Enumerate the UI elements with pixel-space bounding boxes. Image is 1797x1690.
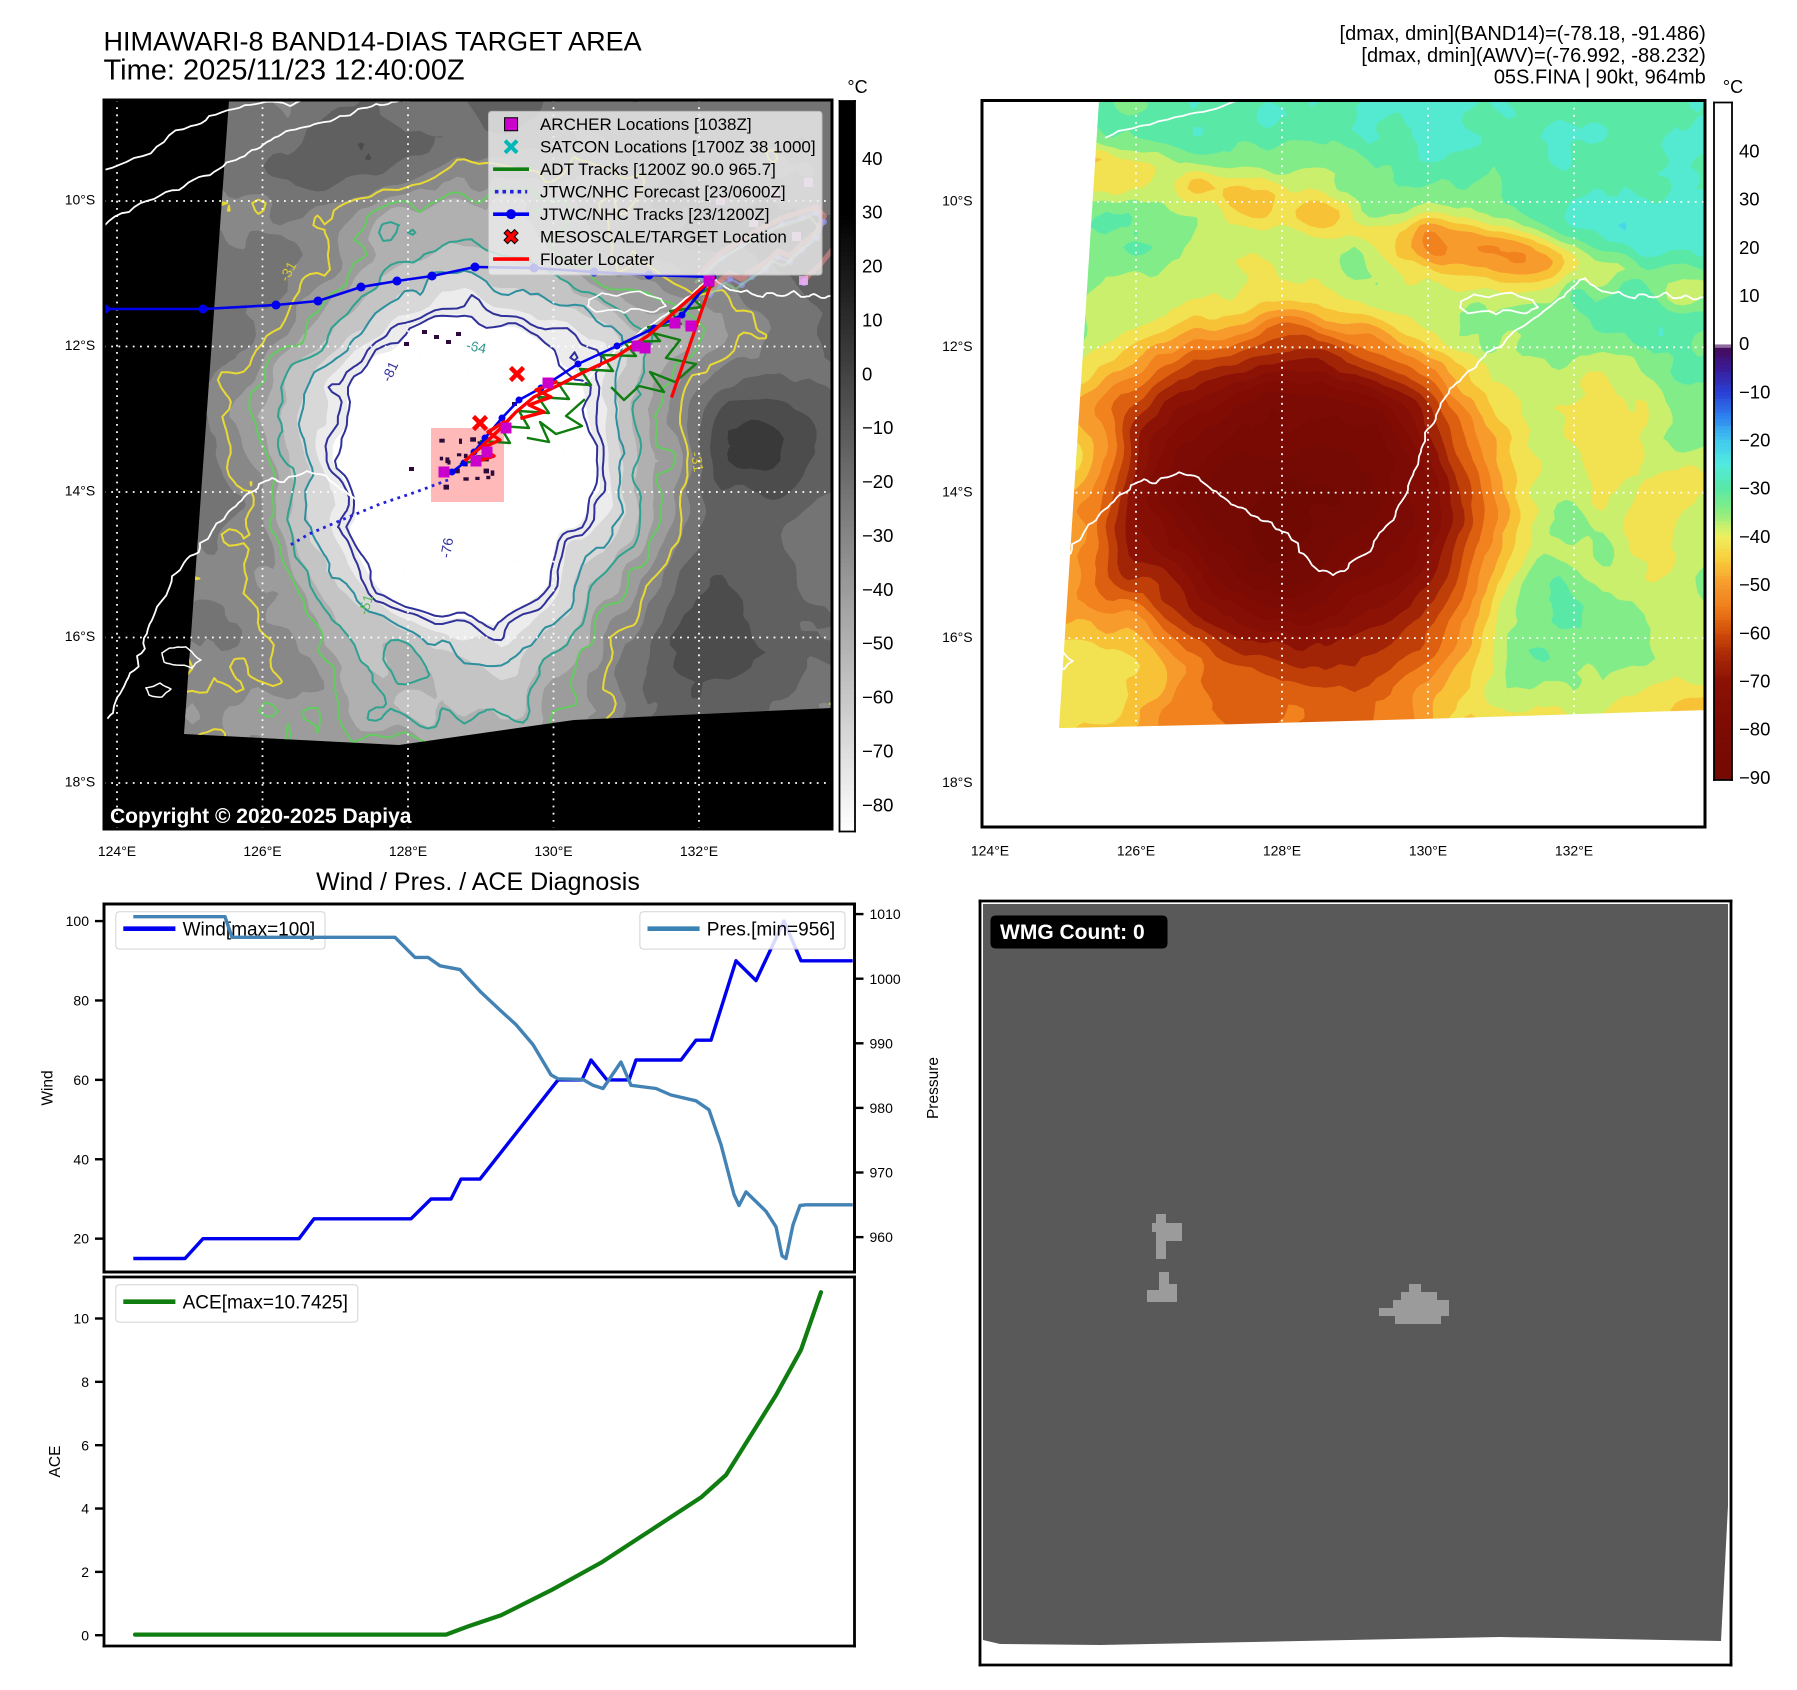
svg-text:14°S: 14°S [65,483,96,499]
svg-text:132°E: 132°E [680,843,718,859]
svg-text:80: 80 [73,993,89,1009]
svg-text:ACE: ACE [47,1446,64,1478]
svg-text:980: 980 [870,1100,894,1116]
svg-text:1010: 1010 [870,906,901,922]
svg-text:0: 0 [862,363,872,384]
svg-text:−60: −60 [862,687,893,708]
svg-text:ACE[max=10.7425]: ACE[max=10.7425] [183,1292,348,1313]
svg-text:-51: -51 [355,592,377,616]
svg-text:−30: −30 [1739,478,1770,499]
svg-text:20: 20 [73,1231,89,1247]
svg-text:128°E: 128°E [1263,843,1301,859]
svg-text:40: 40 [73,1151,89,1167]
svg-text:12°S: 12°S [65,337,96,353]
svg-text:12°S: 12°S [942,338,973,354]
svg-text:−50: −50 [862,633,893,654]
svg-text:[dmax, dmin](BAND14)=(-78.18,: [dmax, dmin](BAND14)=(-78.18, -91.486) [1340,23,1706,45]
svg-text:40: 40 [1739,140,1760,161]
svg-text:6: 6 [81,1437,89,1453]
svg-text:18°S: 18°S [65,774,96,790]
svg-text:990: 990 [870,1035,894,1051]
svg-text:−60: −60 [1739,622,1770,643]
svg-text:[dmax, dmin](AWV)=(-76.992, -8: [dmax, dmin](AWV)=(-76.992, -88.232) [1361,45,1705,67]
svg-text:1000: 1000 [870,971,901,987]
svg-text:JTWC/NHC Tracks [23/1200Z]: JTWC/NHC Tracks [23/1200Z] [540,205,770,224]
svg-text:8: 8 [81,1374,89,1390]
svg-text:Time: 2025/11/23 12:40:00Z: Time: 2025/11/23 12:40:00Z [104,55,465,87]
svg-text:°C: °C [847,77,867,97]
svg-text:−10: −10 [1739,381,1770,402]
svg-text:960: 960 [870,1229,894,1245]
svg-text:130°E: 130°E [1409,843,1447,859]
svg-text:Copyright © 2020-2025 Dapiya: Copyright © 2020-2025 Dapiya [110,805,412,828]
svg-text:−20: −20 [862,471,893,492]
svg-text:14°S: 14°S [942,483,973,499]
svg-text:WMG Count: 0: WMG Count: 0 [1000,921,1145,944]
svg-text:10: 10 [73,1311,89,1327]
svg-text:130°E: 130°E [534,843,572,859]
svg-text:2: 2 [81,1564,89,1580]
svg-text:10: 10 [1739,285,1760,306]
svg-text:0: 0 [1739,333,1749,354]
svg-text:Wind / Pres. / ACE Diagnosis: Wind / Pres. / ACE Diagnosis [316,868,640,896]
svg-text:124°E: 124°E [971,843,1009,859]
svg-text:−20: −20 [1739,430,1770,451]
svg-text:970: 970 [870,1165,894,1181]
svg-text:-31: -31 [688,450,707,473]
svg-text:20: 20 [862,256,883,277]
svg-text:124°E: 124°E [98,843,136,859]
svg-text:20: 20 [1739,237,1760,258]
svg-text:10: 10 [862,309,883,330]
svg-text:Wind: Wind [39,1070,56,1105]
svg-text:Pressure: Pressure [925,1057,942,1119]
svg-text:HIMAWARI-8 BAND14-DIAS TARGET: HIMAWARI-8 BAND14-DIAS TARGET AREA [104,27,642,57]
svg-text:−90: −90 [1739,767,1770,788]
svg-text:18°S: 18°S [942,774,973,790]
svg-text:ADT Tracks [1200Z 90.0 965.7]: ADT Tracks [1200Z 90.0 965.7] [540,160,776,179]
svg-text:MESOSCALE/TARGET Location: MESOSCALE/TARGET Location [540,228,787,247]
svg-text:40: 40 [862,148,883,169]
svg-text:60: 60 [73,1072,89,1088]
svg-text:30: 30 [862,202,883,223]
svg-text:16°S: 16°S [942,629,973,645]
svg-text:126°E: 126°E [1117,843,1155,859]
svg-text:−70: −70 [862,740,893,761]
svg-text:30: 30 [1739,189,1760,210]
svg-text:0: 0 [81,1627,89,1643]
svg-text:−80: −80 [862,794,893,815]
svg-text:−50: −50 [1739,574,1770,595]
svg-text:°C: °C [1723,77,1743,97]
svg-text:−30: −30 [862,525,893,546]
svg-text:132°E: 132°E [1555,843,1593,859]
svg-text:4: 4 [81,1501,89,1517]
svg-text:ARCHER Locations [1038Z]: ARCHER Locations [1038Z] [540,115,752,134]
svg-text:126°E: 126°E [243,843,281,859]
svg-text:Wind[max=100]: Wind[max=100] [183,919,316,940]
svg-text:−70: −70 [1739,670,1770,691]
svg-text:−10: −10 [862,417,893,438]
svg-text:128°E: 128°E [389,843,427,859]
svg-text:16°S: 16°S [65,628,96,644]
svg-text:−40: −40 [1739,526,1770,547]
svg-text:JTWC/NHC Forecast [23/0600Z]: JTWC/NHC Forecast [23/0600Z] [540,183,786,202]
svg-text:-81: -81 [378,359,401,384]
svg-text:-64: -64 [465,337,488,357]
svg-text:Pres.[min=956]: Pres.[min=956] [707,919,835,940]
svg-text:−40: −40 [862,579,893,600]
svg-text:-76: -76 [437,536,456,559]
svg-text:100: 100 [66,913,90,929]
svg-text:10°S: 10°S [942,193,973,209]
svg-text:Floater Locater: Floater Locater [540,250,655,269]
svg-text:SATCON Locations [1700Z 38 100: SATCON Locations [1700Z 38 1000] [540,138,816,157]
svg-text:−80: −80 [1739,719,1770,740]
svg-text:10°S: 10°S [65,192,96,208]
svg-text:05S.FINA | 90kt, 964mb: 05S.FINA | 90kt, 964mb [1494,66,1706,88]
